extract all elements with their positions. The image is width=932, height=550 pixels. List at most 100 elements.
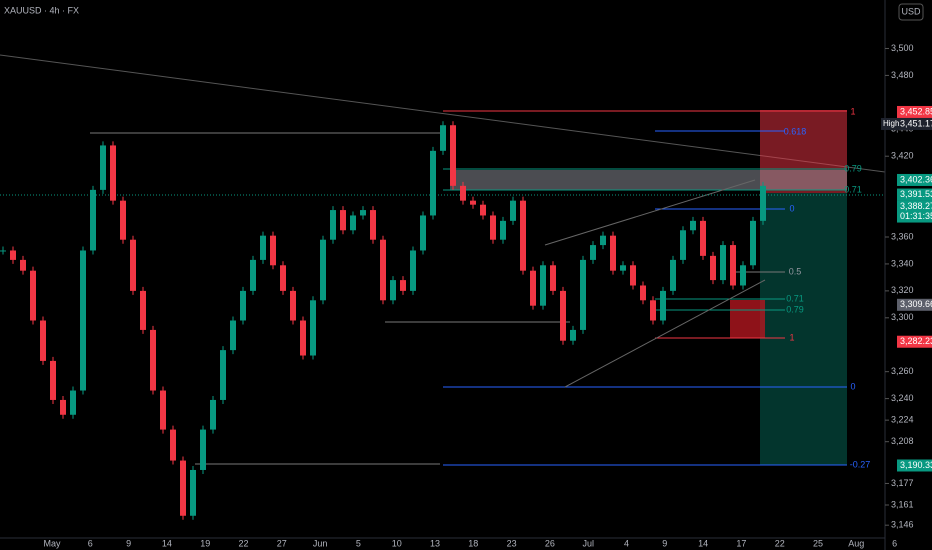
target-zone: [760, 193, 847, 465]
y-tick-label: 3,208: [891, 436, 914, 446]
x-tick-label: 14: [698, 538, 708, 548]
fib-label: 1: [789, 332, 794, 342]
candle: [710, 255, 716, 281]
candle: [10, 250, 16, 260]
price-tag-label: 3,391.53: [900, 189, 932, 199]
y-tick-label: 3,340: [891, 258, 914, 268]
y-tick-label: 3,480: [891, 70, 914, 80]
candle: [100, 145, 106, 190]
price-tag-caption: High: [883, 119, 899, 128]
candle: [180, 460, 186, 516]
price-tag-label: 3,402.36: [900, 174, 932, 184]
x-tick-label: Aug: [848, 538, 864, 548]
candle: [590, 245, 596, 260]
candle: [50, 360, 56, 400]
price-tag: [897, 298, 932, 311]
candle: [230, 320, 236, 351]
price-tag-label: 3,190.33: [900, 460, 932, 470]
fib-label: 0.71: [786, 293, 804, 303]
y-tick-label: 3,224: [891, 415, 914, 425]
candle: [200, 429, 206, 470]
currency-button[interactable]: [898, 3, 924, 21]
price-tag-label: 3,451.17: [900, 118, 932, 128]
candle: [280, 265, 286, 291]
candle: [250, 259, 256, 291]
candle: [70, 390, 76, 415]
trendline: [0, 54, 886, 173]
x-tick-label: 18: [468, 538, 478, 548]
currency[interactable]: USD: [901, 6, 921, 16]
candle: [620, 265, 626, 271]
price-tag: [897, 173, 932, 186]
price-tag: [897, 117, 932, 130]
candle: [220, 350, 226, 400]
candle: [520, 200, 526, 271]
candle: [90, 189, 96, 251]
price-tag-label: 3,452.85: [900, 106, 932, 116]
caption-bg: [881, 117, 897, 130]
candle: [670, 259, 676, 291]
candle: [730, 245, 736, 286]
x-tick-label: 5: [356, 538, 361, 548]
price-tag-label: 3,388.27: [900, 201, 932, 211]
candle: [660, 290, 666, 321]
y-tick-label: 3,500: [891, 43, 914, 53]
candle: [570, 329, 576, 341]
candle: [170, 429, 176, 461]
x-tick-label: 13: [430, 538, 440, 548]
x-tick-label: 6: [892, 538, 897, 548]
candle: [190, 469, 196, 516]
x-tick-label: 17: [736, 538, 746, 548]
candle: [700, 220, 706, 256]
candle: [470, 200, 476, 205]
drawings: [0, 54, 886, 466]
candle: [450, 125, 456, 186]
candle: [580, 259, 586, 330]
candle: [40, 320, 46, 361]
candle: [120, 200, 126, 240]
candle: [720, 245, 726, 281]
price-tag-label: 3,309.66: [900, 299, 932, 309]
candle: [210, 399, 216, 430]
price-tag: [897, 335, 932, 348]
candle: [640, 285, 646, 301]
candle: [30, 270, 36, 321]
candle: [550, 265, 556, 291]
y-tick-label: 3,360: [891, 231, 914, 241]
price-tag-label: 3,282.23: [900, 336, 932, 346]
y-tick-label: 3,240: [891, 393, 914, 403]
candle: [490, 215, 496, 240]
x-tick-label: 26: [545, 538, 555, 548]
candle: [680, 230, 686, 260]
x-tick-label: Jun: [313, 538, 328, 548]
price-tag: [897, 200, 932, 223]
candle: [300, 320, 306, 356]
x-tick-label: 10: [392, 538, 402, 548]
candle: [500, 220, 506, 240]
x-tick-label: 6: [88, 538, 93, 548]
x-tick-label: May: [43, 538, 61, 548]
candle: [110, 145, 116, 201]
candle: [440, 125, 446, 151]
candle: [360, 210, 366, 216]
candle: [460, 185, 466, 201]
candle: [0, 250, 6, 252]
y-tick-label: 3,320: [891, 285, 914, 295]
y-tick-label: 3,146: [891, 520, 914, 530]
candle: [510, 200, 516, 221]
x-tick-label: 22: [238, 538, 248, 548]
candle: [150, 329, 156, 391]
candle: [260, 235, 266, 260]
fib-label: 0: [789, 203, 794, 213]
candle: [60, 399, 66, 415]
candle: [540, 265, 546, 306]
candle: [560, 290, 566, 341]
x-tick-label: 25: [813, 538, 823, 548]
candle: [610, 235, 616, 271]
axes: 3,5003,4803,4403,4203,3603,3403,3203,300…: [43, 43, 932, 548]
x-tick-label: 23: [507, 538, 517, 548]
x-tick-label: 9: [126, 538, 131, 548]
